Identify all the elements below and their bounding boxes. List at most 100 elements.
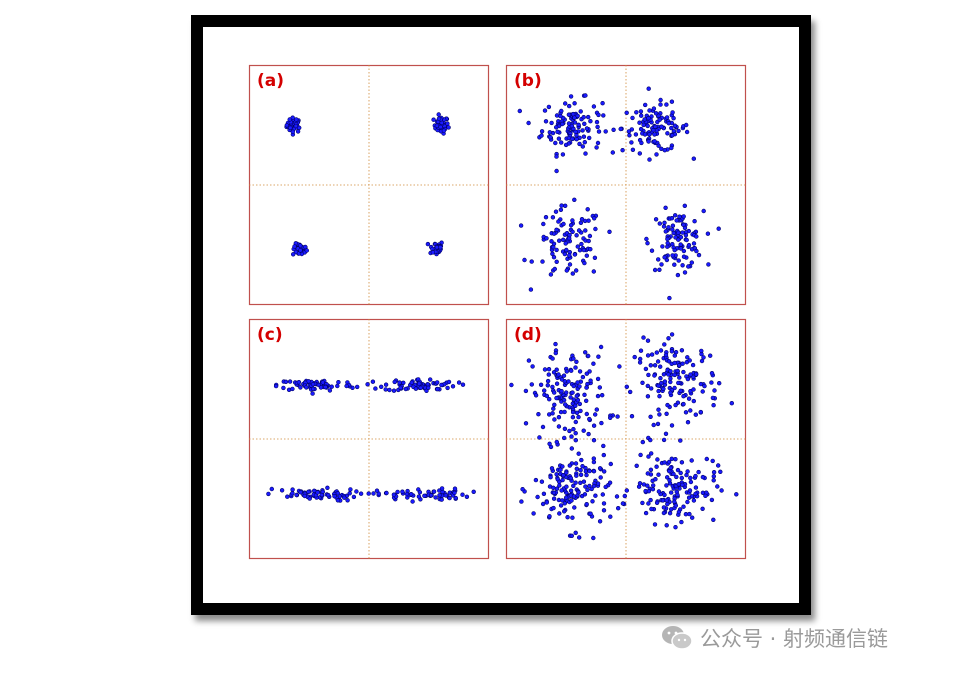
scatter-point — [571, 494, 577, 499]
scatter-point — [592, 255, 598, 261]
scatter-point — [557, 479, 562, 485]
scatter-point — [599, 420, 604, 426]
scatter-point — [601, 501, 607, 506]
scatter-point — [646, 139, 651, 144]
scatter-point — [684, 122, 689, 128]
scatter-point — [578, 220, 584, 226]
scatter-point — [666, 336, 671, 341]
scatter-point — [575, 397, 581, 403]
constellation-cluster — [425, 240, 444, 257]
scatter-point — [693, 491, 698, 497]
scatter-point — [582, 121, 587, 126]
scatter-point — [593, 226, 598, 232]
scatter-point — [648, 497, 653, 503]
scatter-point — [552, 402, 557, 408]
scatter-point — [518, 223, 524, 228]
scatter-point — [549, 239, 554, 244]
scatter-point — [664, 483, 669, 488]
scatter-point — [657, 117, 662, 122]
scatter-point — [585, 353, 591, 359]
scatter-point — [587, 416, 592, 422]
scatter-point — [560, 237, 566, 243]
scatter-point — [560, 121, 565, 127]
scatter-point — [673, 213, 678, 218]
scatter-point — [711, 517, 716, 523]
scatter-point — [574, 136, 579, 142]
scatter-point — [294, 492, 299, 498]
scatter-point — [572, 505, 577, 510]
scatter-point — [571, 383, 577, 389]
scatter-point — [279, 488, 285, 493]
scatter-point — [681, 254, 687, 259]
scatter-point — [573, 419, 579, 425]
scatter-point — [665, 501, 670, 507]
scatter-point — [596, 354, 601, 359]
scatter-point — [669, 490, 674, 495]
scatter-point — [638, 109, 644, 114]
scatter-point — [536, 411, 541, 417]
scatter-point — [551, 370, 557, 375]
scatter-point — [553, 140, 558, 146]
scatter-point — [387, 387, 392, 393]
scatter-point — [347, 491, 352, 496]
scatter-point — [710, 395, 716, 401]
scatter-point — [558, 467, 563, 472]
scatter-point — [678, 388, 683, 394]
scatter-point — [541, 221, 546, 227]
scatter-point — [558, 409, 564, 415]
scatter-point — [397, 380, 402, 385]
scatter-point — [711, 470, 717, 475]
scatter-point — [681, 248, 687, 254]
scatter-point — [681, 214, 686, 219]
scatter-point — [590, 499, 595, 504]
scatter-point — [558, 503, 564, 508]
scatter-point — [543, 119, 549, 124]
scatter-point — [656, 472, 661, 477]
scatter-point — [439, 382, 444, 388]
scatter-point — [564, 247, 569, 253]
scatter-point — [663, 205, 668, 211]
scatter-point — [287, 117, 292, 122]
scatter-point — [595, 124, 600, 130]
scatter-point — [674, 218, 679, 223]
scatter-point — [290, 386, 295, 392]
scatter-point — [460, 492, 465, 497]
scatter-point — [647, 157, 652, 162]
scatter-point — [526, 358, 532, 363]
scatter-point — [416, 494, 422, 499]
scatter-point — [637, 151, 643, 156]
scatter-point — [618, 126, 623, 132]
scatter-point — [629, 413, 635, 419]
scatter-point — [709, 370, 715, 376]
scatter-point — [559, 203, 564, 208]
scatter-point — [693, 485, 699, 490]
scatter-point — [601, 113, 606, 118]
scatter-point — [335, 498, 341, 503]
scatter-point — [694, 372, 699, 377]
scatter-point — [538, 382, 544, 388]
constellation-cluster — [266, 485, 371, 503]
scatter-point — [529, 382, 534, 387]
scatter-point — [564, 369, 569, 374]
scatter-point — [588, 511, 593, 516]
scatter-point — [673, 503, 679, 508]
scatter-point — [627, 389, 633, 395]
scatter-point — [630, 115, 635, 121]
scatter-point — [584, 472, 589, 478]
scatter-point — [329, 384, 334, 389]
scatter-point — [675, 492, 680, 498]
scatter-point — [554, 472, 559, 477]
scatter-point — [643, 102, 648, 108]
scatter-point — [700, 474, 706, 480]
scatter-point — [552, 417, 557, 422]
scatter-point — [578, 109, 583, 114]
scatter-point — [520, 487, 525, 492]
scatter-point — [581, 247, 587, 253]
constellation-panel-c: (c) — [248, 318, 490, 560]
scatter-point — [547, 130, 552, 135]
scatter-point — [672, 123, 678, 128]
scatter-point — [670, 133, 675, 138]
scatter-point — [568, 488, 574, 493]
scatter-point — [659, 380, 664, 386]
scatter-point — [564, 484, 569, 489]
